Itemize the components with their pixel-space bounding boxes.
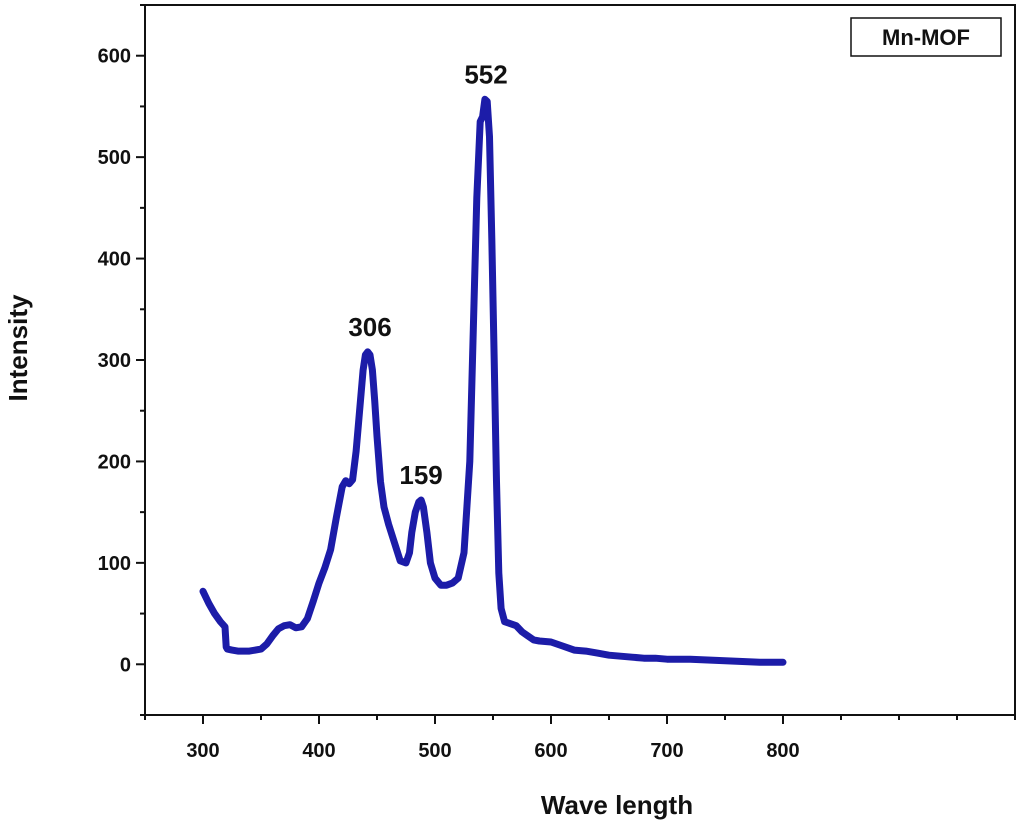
x-tick-label: 800 bbox=[766, 740, 799, 762]
peak-label: 306 bbox=[348, 312, 391, 342]
peak-label: 552 bbox=[464, 59, 507, 89]
series-line bbox=[199, 95, 787, 666]
y-axis: 0 100 200 300 400 500 600 bbox=[98, 4, 145, 716]
y-tick-label: 300 bbox=[98, 350, 131, 372]
y-tick-label: 400 bbox=[98, 249, 131, 271]
x-axis-title: Wave length bbox=[541, 790, 693, 820]
x-tick-label: 300 bbox=[186, 740, 219, 762]
x-tick-label: 400 bbox=[302, 740, 335, 762]
plot-area-border bbox=[144, 4, 1016, 716]
peak-label: 159 bbox=[399, 460, 442, 490]
x-tick-label: 700 bbox=[650, 740, 683, 762]
y-tick-label: 500 bbox=[98, 147, 131, 169]
plot-frame bbox=[144, 4, 1016, 716]
y-tick-label: 0 bbox=[120, 654, 131, 676]
x-axis: 300 400 500 600 700 800 bbox=[144, 715, 1016, 762]
y-tick-label: 100 bbox=[98, 553, 131, 575]
legend-box bbox=[850, 17, 1002, 57]
legend: Mn-MOF bbox=[850, 17, 1002, 57]
legend-entry: Mn-MOF bbox=[882, 25, 970, 50]
y-tick-label: 200 bbox=[98, 451, 131, 473]
series-layer bbox=[199, 95, 787, 666]
peak-annotations: 306 159 552 bbox=[348, 59, 507, 490]
x-tick-label: 600 bbox=[534, 740, 567, 762]
x-tick-label: 500 bbox=[418, 740, 451, 762]
y-axis-title: Intensity bbox=[3, 294, 33, 401]
y-tick-label: 600 bbox=[98, 46, 131, 68]
